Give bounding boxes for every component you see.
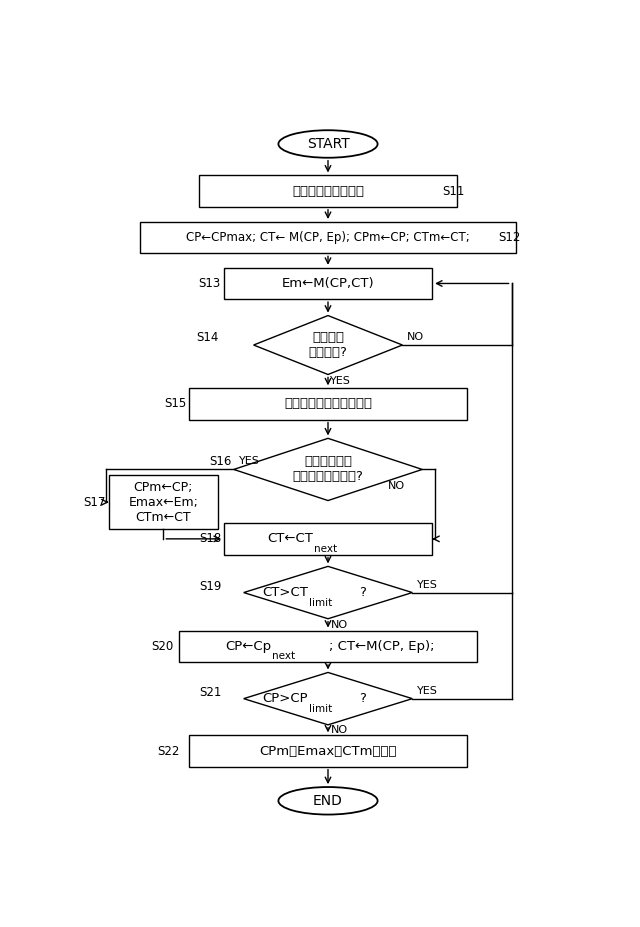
Text: next: next xyxy=(314,544,337,554)
Text: NO: NO xyxy=(408,332,424,342)
Text: CPm、Emax、CTmを返す: CPm、Emax、CTmを返す xyxy=(259,744,397,757)
Text: 評価用変数の新値を計算: 評価用変数の新値を計算 xyxy=(284,398,372,411)
Text: S16: S16 xyxy=(209,455,231,468)
Text: 評価用変数の
新値はより良いか?: 評価用変数の 新値はより良いか? xyxy=(292,455,364,484)
Polygon shape xyxy=(244,672,412,725)
Text: S12: S12 xyxy=(498,231,520,244)
Ellipse shape xyxy=(278,787,378,815)
Text: S21: S21 xyxy=(199,686,221,699)
Text: NO: NO xyxy=(387,481,404,490)
Text: 評価用変数を初期化: 評価用変数を初期化 xyxy=(292,184,364,197)
Text: CP←Cp: CP←Cp xyxy=(225,640,271,653)
FancyBboxPatch shape xyxy=(179,630,477,662)
Polygon shape xyxy=(244,566,412,618)
Text: START: START xyxy=(307,137,349,151)
Polygon shape xyxy=(234,438,422,501)
FancyBboxPatch shape xyxy=(224,523,432,554)
FancyBboxPatch shape xyxy=(199,175,457,207)
Text: Em←M(CP,CT): Em←M(CP,CT) xyxy=(282,277,374,290)
Text: ; CT←M(CP, Ep);: ; CT←M(CP, Ep); xyxy=(329,640,435,653)
Text: YES: YES xyxy=(330,376,351,387)
Text: S13: S13 xyxy=(198,277,220,290)
Text: S20: S20 xyxy=(151,640,173,653)
Text: limit: limit xyxy=(309,598,332,608)
Text: S18: S18 xyxy=(199,532,221,545)
FancyBboxPatch shape xyxy=(140,222,516,253)
Text: CP←CPmax; CT← M(CP, Ep); CPm←CP; CTm←CT;: CP←CPmax; CT← M(CP, Ep); CPm←CP; CTm←CT; xyxy=(186,231,470,244)
Text: S11: S11 xyxy=(442,184,465,197)
Text: 制約条件
を満たす?: 制約条件 を満たす? xyxy=(308,331,348,359)
Polygon shape xyxy=(253,315,403,375)
Text: YES: YES xyxy=(417,686,438,696)
FancyBboxPatch shape xyxy=(189,735,467,767)
Text: END: END xyxy=(313,794,343,807)
Text: CPm←CP;
Emax←Em;
CTm←CT: CPm←CP; Emax←Em; CTm←CT xyxy=(129,481,198,524)
Text: ?: ? xyxy=(359,586,365,599)
Text: S15: S15 xyxy=(164,398,187,411)
FancyBboxPatch shape xyxy=(109,476,218,529)
FancyBboxPatch shape xyxy=(224,268,432,299)
Text: S19: S19 xyxy=(199,579,221,592)
Text: NO: NO xyxy=(330,725,348,735)
Text: CT←CT: CT←CT xyxy=(268,532,313,545)
Text: CT>CT: CT>CT xyxy=(262,586,308,599)
Text: S14: S14 xyxy=(196,331,219,344)
Text: ?: ? xyxy=(359,692,365,705)
Text: YES: YES xyxy=(239,456,260,466)
Ellipse shape xyxy=(278,130,378,158)
Text: next: next xyxy=(272,652,295,662)
Text: NO: NO xyxy=(330,619,348,629)
FancyBboxPatch shape xyxy=(189,388,467,420)
Text: YES: YES xyxy=(417,579,438,590)
Text: limit: limit xyxy=(309,704,332,714)
Text: S22: S22 xyxy=(157,744,179,757)
Text: S17: S17 xyxy=(83,496,106,509)
Text: CP>CP: CP>CP xyxy=(262,692,308,705)
